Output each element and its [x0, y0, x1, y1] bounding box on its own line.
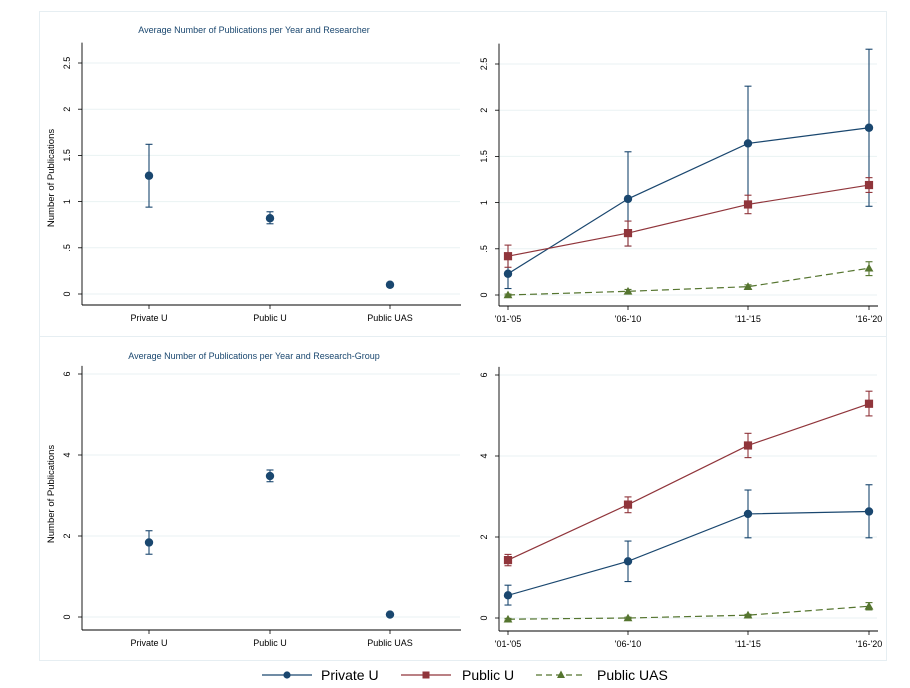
x-tick-label: '06-'10 [615, 314, 641, 324]
y-tick-label: 2.5 [479, 58, 489, 71]
x-tick-label: '16-'20 [856, 639, 882, 649]
y-tick-label: 2 [62, 533, 72, 538]
legend-item-public-uas: Public UAS [536, 667, 668, 683]
y-tick-label: 0 [62, 291, 72, 296]
data-point-circle [864, 507, 874, 516]
x-tick-label: Private U [130, 313, 167, 323]
legend-item-private-u: Private U [262, 667, 379, 683]
data-point-triangle [743, 282, 753, 290]
y-tick-label: 2 [479, 108, 489, 113]
data-point-triangle [623, 613, 633, 622]
legend-label-private-u: Private U [321, 667, 379, 683]
y-tick-label: 0 [479, 615, 489, 620]
legend: Private U Public U Public UAS [262, 667, 668, 683]
data-point-circle [144, 171, 154, 180]
y-tick-label: 1.5 [479, 150, 489, 163]
data-point-square [503, 252, 513, 261]
data-point-triangle [623, 286, 633, 295]
legend-label-public-u: Public U [462, 667, 514, 683]
series-public-uas [503, 601, 874, 623]
legend-marker-square [422, 671, 430, 679]
series-public-uas [503, 261, 874, 299]
y-axis-label: Number of Publications [46, 445, 57, 543]
series-line [507, 403, 870, 561]
panel-researcher-overall: Average Number of Publications per Year … [46, 25, 461, 323]
y-tick-label: 2.5 [62, 57, 72, 70]
series-private-u [503, 48, 874, 290]
y-tick-label: .5 [62, 244, 72, 252]
chart-canvas: Average Number of Publications per Year … [46, 25, 882, 649]
data-point-circle [864, 123, 874, 132]
y-tick-label: 4 [62, 452, 72, 457]
data-point-circle [503, 591, 513, 600]
panel-title: Average Number of Publications per Year … [138, 25, 369, 35]
legend-item-public-u: Public U [401, 667, 514, 683]
data-point-square [623, 228, 633, 238]
data-point-square [864, 399, 874, 408]
data-point-circle [385, 280, 395, 289]
x-tick-label: Public U [253, 313, 287, 323]
legend-marker-triangle [557, 670, 565, 678]
panel-researcher-trend: 0 .5 1 1.5 2 2.5 '01-'05 '06-'10 '11-'15 '16-'20 [479, 43, 882, 324]
x-tick-label: Private U [130, 638, 167, 648]
data-point-circle [265, 214, 275, 223]
y-tick-label: .5 [479, 245, 489, 253]
series-line [507, 267, 870, 296]
series-private-u [503, 484, 874, 606]
data-point-square [503, 555, 513, 565]
x-tick-label: '11-'15 [735, 639, 761, 649]
data-point-circle [623, 557, 633, 566]
panel-group-trend: 0 2 4 6 '01-'05 '06-'10 '11-'15 '16-'20 [479, 366, 882, 649]
series-line [507, 184, 870, 257]
data-point-circle [385, 610, 395, 619]
data-point-triangle [864, 601, 874, 610]
y-tick-label: 6 [479, 372, 489, 377]
data-point-triangle [503, 614, 513, 623]
data-point-triangle [503, 290, 513, 299]
data-point-square [743, 200, 753, 209]
x-tick-label: '06-'10 [615, 639, 641, 649]
y-tick-label: 6 [62, 371, 72, 376]
legend-marker-circle [283, 671, 291, 679]
legend-label-public-uas: Public UAS [597, 667, 668, 683]
y-tick-label: 1 [479, 200, 489, 205]
x-tick-label: '01-'05 [495, 639, 521, 649]
x-tick-label: '16-'20 [856, 314, 882, 324]
row-divider [39, 336, 887, 337]
y-tick-label: 1.5 [62, 149, 72, 162]
data-point-square [743, 441, 753, 450]
data-point-square [864, 180, 874, 190]
panel-title: Average Number of Publications per Year … [128, 351, 379, 361]
series-private-u [144, 469, 395, 619]
data-point-circle [743, 509, 753, 519]
x-tick-label: '11-'15 [735, 314, 761, 324]
series-public-u [503, 390, 874, 567]
data-point-circle [503, 269, 513, 278]
series-public-u [503, 177, 874, 268]
panel-group-overall: Average Number of Publications per Year … [46, 351, 461, 648]
series-line [507, 510, 870, 596]
data-point-circle [265, 471, 275, 481]
series-line [507, 127, 870, 275]
data-point-triangle [743, 610, 753, 619]
data-point-circle [623, 194, 633, 204]
y-tick-label: 4 [479, 453, 489, 458]
y-axis-label: Number of Publications [46, 129, 57, 227]
data-point-circle [144, 538, 154, 547]
y-tick-label: 1 [62, 199, 72, 204]
y-tick-label: 0 [62, 614, 72, 619]
x-tick-label: Public UAS [367, 638, 413, 648]
y-tick-label: 2 [62, 107, 72, 112]
data-point-square [623, 500, 633, 509]
x-tick-label: Public UAS [367, 313, 413, 323]
series-line [507, 605, 870, 620]
x-tick-label: '01-'05 [495, 314, 521, 324]
x-tick-label: Public U [253, 638, 287, 648]
series-private-u [144, 143, 395, 289]
y-tick-label: 2 [479, 534, 489, 539]
y-tick-label: 0 [479, 292, 489, 297]
data-point-circle [743, 139, 753, 148]
data-point-triangle [864, 263, 874, 272]
